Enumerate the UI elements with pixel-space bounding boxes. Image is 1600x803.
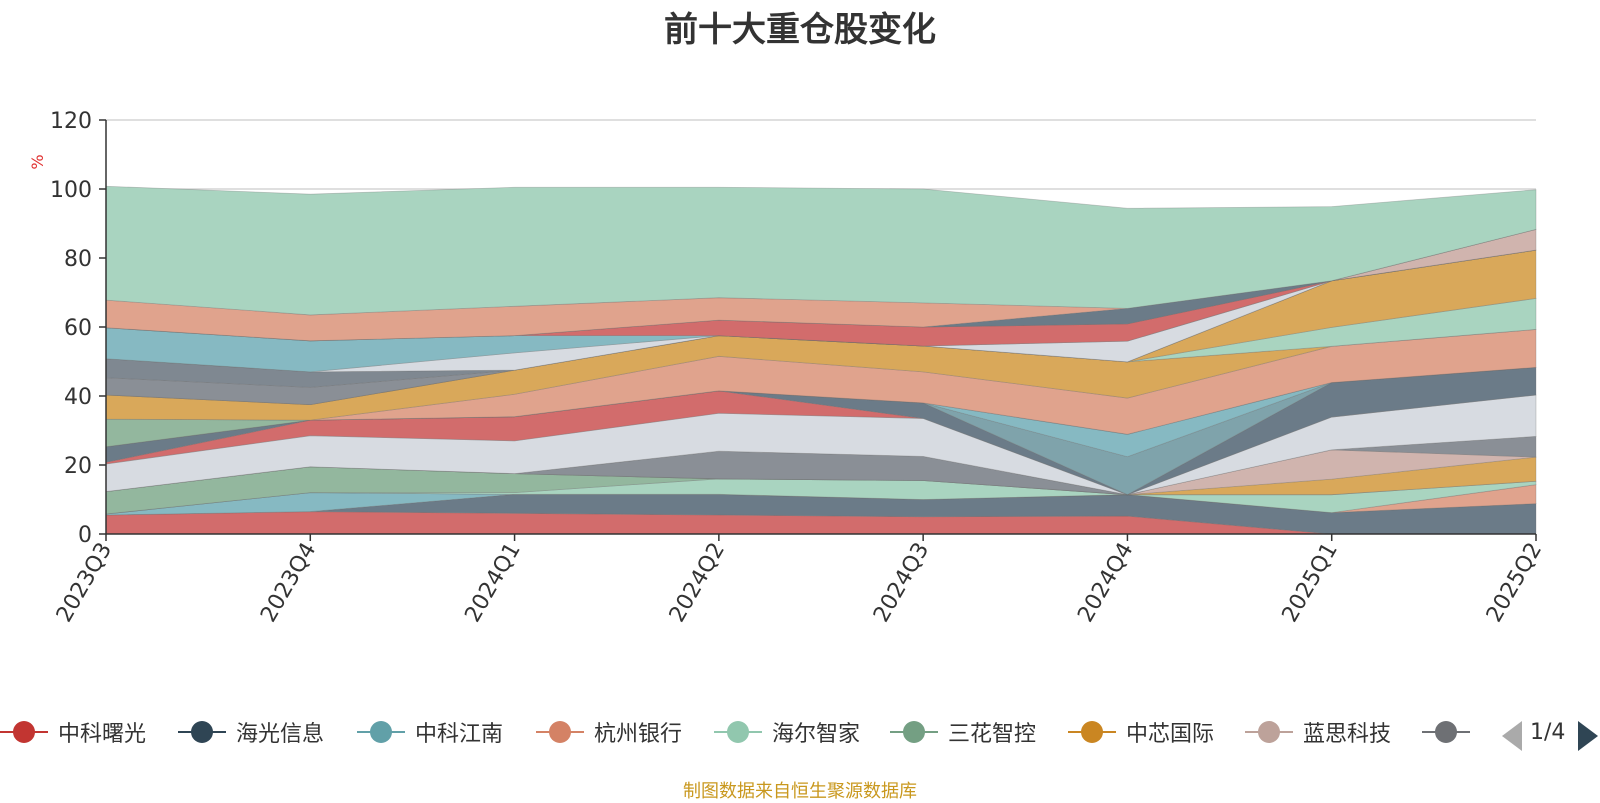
legend-item[interactable] bbox=[1422, 712, 1480, 752]
legend-next-page-icon[interactable] bbox=[1578, 721, 1598, 751]
y-tick-label: 40 bbox=[64, 385, 92, 410]
legend-label: 中科曙光 bbox=[58, 722, 147, 747]
y-tick-label: 0 bbox=[78, 523, 92, 548]
legend-item[interactable]: 中芯国际 bbox=[1068, 712, 1214, 752]
y-axis-unit-label: % bbox=[28, 154, 47, 169]
legend-item[interactable]: 三花智控 bbox=[890, 712, 1036, 752]
x-tick-label: 2024Q2 bbox=[665, 539, 730, 627]
chart-legend: 中科曙光 海光信息 中科江南 杭州银行 海尔智家 三花智控 中芯国际 蓝思科技 bbox=[0, 712, 1600, 752]
legend-label: 中科江南 bbox=[415, 722, 504, 747]
x-tick-label: 2025Q1 bbox=[1278, 539, 1343, 627]
y-tick-label: 100 bbox=[50, 178, 92, 203]
legend-marker-icon bbox=[890, 712, 938, 752]
legend-pager: 1/4 bbox=[1498, 716, 1600, 752]
legend-marker-icon bbox=[178, 712, 226, 752]
legend-label: 海光信息 bbox=[236, 722, 325, 747]
x-tick-label: 2024Q3 bbox=[869, 539, 934, 627]
legend-label: 海尔智家 bbox=[772, 722, 861, 747]
legend-item[interactable]: 中科曙光 bbox=[0, 712, 146, 752]
area-series-s28 bbox=[105, 185, 1537, 316]
legend-item[interactable]: 中科江南 bbox=[357, 712, 503, 752]
legend-item[interactable]: 海尔智家 bbox=[714, 712, 860, 752]
y-tick-label: 80 bbox=[64, 247, 92, 272]
x-tick-label: 2024Q4 bbox=[1073, 539, 1138, 627]
legend-marker-icon bbox=[536, 712, 584, 752]
y-tick-label: 120 bbox=[50, 109, 92, 134]
legend-prev-page-icon[interactable] bbox=[1502, 721, 1522, 751]
stacked-areas bbox=[105, 185, 1537, 535]
x-tick-label: 2024Q1 bbox=[460, 539, 525, 627]
legend-label: 三花智控 bbox=[948, 722, 1037, 747]
legend-item[interactable]: 海光信息 bbox=[178, 712, 324, 752]
x-tick-label: 2023Q3 bbox=[52, 539, 117, 627]
area-series-中芯国际 bbox=[105, 456, 1537, 496]
x-tick-label: 2023Q4 bbox=[256, 539, 321, 627]
legend-marker-icon bbox=[1245, 712, 1293, 752]
legend-label: 蓝思科技 bbox=[1303, 722, 1392, 747]
legend-item[interactable]: 杭州银行 bbox=[536, 712, 682, 752]
x-tick-label: 2025Q2 bbox=[1482, 539, 1547, 627]
data-source-note: 制图数据来自恒生聚源数据库 bbox=[683, 781, 917, 802]
legend-label: 杭州银行 bbox=[594, 722, 683, 747]
legend-marker-icon bbox=[0, 712, 48, 752]
legend-item[interactable]: 蓝思科技 bbox=[1245, 712, 1391, 752]
legend-page-indicator: 1/4 bbox=[1530, 720, 1566, 745]
chart-title: 前十大重仓股变化 bbox=[664, 10, 936, 50]
y-tick-label: 20 bbox=[64, 454, 92, 479]
legend-label: 中芯国际 bbox=[1126, 722, 1215, 747]
legend-marker-icon bbox=[1068, 712, 1116, 752]
x-axis-ticks: 2023Q3 2023Q4 2024Q1 2024Q2 2024Q3 2024Q4 2025… bbox=[52, 534, 1547, 627]
y-tick-label: 60 bbox=[64, 316, 92, 341]
legend-marker-icon bbox=[714, 712, 762, 752]
y-axis-ticks: 0 20 40 60 80 100 120 bbox=[50, 109, 106, 548]
legend-marker-icon bbox=[1422, 712, 1470, 752]
legend-marker-icon bbox=[357, 712, 405, 752]
